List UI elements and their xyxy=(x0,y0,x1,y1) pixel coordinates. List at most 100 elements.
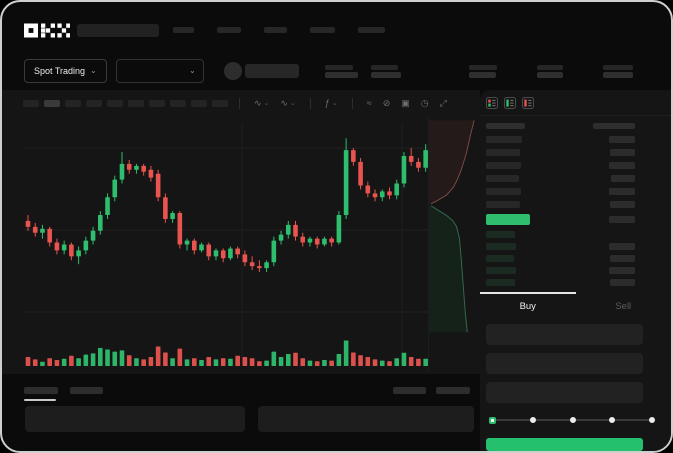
bid-price-bar xyxy=(486,278,515,286)
chart-style-icon[interactable]: ∿ ⌄ xyxy=(254,98,269,109)
submit-order-button[interactable] xyxy=(486,437,643,451)
stat-label-placeholder xyxy=(602,64,633,70)
ask-amount-bar xyxy=(609,188,635,195)
orderbook-bid-row[interactable] xyxy=(480,228,671,240)
amount-slider[interactable] xyxy=(489,416,655,425)
interval-button[interactable] xyxy=(128,99,144,107)
coin-avatar xyxy=(223,62,242,80)
candles-series xyxy=(25,138,428,273)
order-field[interactable] xyxy=(486,353,643,374)
bottom-action[interactable] xyxy=(436,386,470,394)
snapshot-icon[interactable]: ▣ xyxy=(401,98,410,109)
orderbook-ask-row[interactable] xyxy=(480,159,671,172)
interval-button[interactable] xyxy=(212,99,228,107)
search-box[interactable] xyxy=(77,23,159,37)
last-price-bar[interactable] xyxy=(486,214,530,225)
last-amount-bar xyxy=(609,216,635,223)
ticker-stats-primary xyxy=(324,64,401,78)
trade-column: Buy Sell xyxy=(480,90,671,451)
volume-series xyxy=(25,340,428,366)
okx-logo-glyph xyxy=(24,23,70,37)
interval-button[interactable] xyxy=(65,99,81,107)
toolbar-divider xyxy=(351,97,353,109)
okx-logo[interactable] xyxy=(24,23,70,38)
pair-dropdown[interactable]: ⌄ xyxy=(115,59,204,83)
orderbook-bid-row[interactable] xyxy=(480,240,671,252)
slider-stop[interactable] xyxy=(649,417,655,424)
slider-stop[interactable] xyxy=(609,417,616,424)
orderbook-bid-row[interactable] xyxy=(480,276,671,288)
book-combined-icon[interactable] xyxy=(486,97,498,109)
compare-icon[interactable]: ≈ xyxy=(367,98,372,108)
history-icon-glyph: ◷ xyxy=(420,97,429,108)
book-asks-icon[interactable] xyxy=(522,97,534,109)
orderbook-ask-row[interactable] xyxy=(480,172,671,185)
line-style-icon[interactable]: ∿ ⌄ xyxy=(280,98,295,109)
indicators-icon[interactable]: ƒ ⌄ xyxy=(325,98,338,108)
nav-item[interactable] xyxy=(310,27,335,33)
orderbook-bid-row[interactable] xyxy=(480,264,671,276)
bottom-tab[interactable] xyxy=(24,386,58,401)
nav-item[interactable] xyxy=(217,27,241,33)
history-icon[interactable]: ◷ xyxy=(421,98,429,109)
chart-panel: ∿ ⌄ ∿ ⌄ ƒ ⌄ ≈ ⊘ ▣ ◷ ⤢ xyxy=(2,90,480,374)
interval-button[interactable] xyxy=(23,99,39,107)
interval-button[interactable] xyxy=(191,99,207,107)
amount-column-header xyxy=(593,123,635,129)
tab-sell[interactable]: Sell xyxy=(615,301,632,312)
chevron-down-icon: ⌄ xyxy=(189,66,196,75)
fullscreen-icon[interactable]: ⤢ xyxy=(440,98,447,109)
bid-amount-bar xyxy=(610,278,635,286)
chart-grid xyxy=(23,124,428,366)
orders-panels xyxy=(2,406,480,432)
interval-button[interactable] xyxy=(170,99,186,107)
orderbook-bid-row[interactable] xyxy=(480,252,671,264)
book-bids-icon[interactable] xyxy=(504,97,516,109)
chart-style-icon-glyph: ∿ xyxy=(254,97,262,108)
trade-tabs: Buy Sell xyxy=(480,292,671,320)
interval-button[interactable] xyxy=(107,99,123,107)
nav-item[interactable] xyxy=(358,27,385,33)
slider-stop[interactable] xyxy=(569,417,576,424)
bottom-tab[interactable] xyxy=(70,386,103,394)
orderbook-ask-row[interactable] xyxy=(480,133,671,146)
order-form xyxy=(480,320,671,403)
order-field[interactable] xyxy=(486,382,643,403)
order-field[interactable] xyxy=(486,324,643,345)
tab-buy[interactable]: Buy xyxy=(480,292,576,320)
stat-label-placeholder xyxy=(536,64,563,70)
stat-value-placeholder xyxy=(370,71,401,78)
orderbook xyxy=(480,133,671,288)
ticker-stat xyxy=(602,64,633,78)
fullscreen-icon-glyph: ⤢ xyxy=(439,97,447,108)
ticker-stat xyxy=(324,64,358,78)
interval-button[interactable] xyxy=(149,99,165,107)
stat-value-placeholder xyxy=(602,71,633,78)
main-content: ∿ ⌄ ∿ ⌄ ƒ ⌄ ≈ ⊘ ▣ ◷ ⤢ xyxy=(2,90,671,451)
interval-button[interactable] xyxy=(44,99,60,107)
ticker-stat xyxy=(536,64,563,78)
slider-handle[interactable] xyxy=(489,416,496,424)
slider-stop[interactable] xyxy=(529,417,536,424)
candlestick-chart[interactable] xyxy=(23,116,428,372)
draw-icon[interactable]: ⊘ xyxy=(383,98,391,109)
bid-price-bar xyxy=(486,266,516,274)
orderbook-ask-row[interactable] xyxy=(480,146,671,159)
price-column-header xyxy=(486,123,525,129)
chevron-down-icon: ⌄ xyxy=(263,99,270,107)
price-chart[interactable] xyxy=(2,116,480,374)
nav-item[interactable] xyxy=(173,27,194,33)
chart-column: ∿ ⌄ ∿ ⌄ ƒ ⌄ ≈ ⊘ ▣ ◷ ⤢ xyxy=(2,90,480,451)
orderbook-ask-row[interactable] xyxy=(480,185,671,198)
nav-item[interactable] xyxy=(264,27,287,33)
stat-label-placeholder xyxy=(370,64,398,70)
ask-price-bar xyxy=(486,175,519,182)
draw-icon-glyph: ⊘ xyxy=(382,97,391,108)
orderbook-ask-row[interactable] xyxy=(480,198,671,211)
market-type-selector[interactable]: Spot Trading ⌄ xyxy=(24,59,107,83)
interval-button[interactable] xyxy=(86,99,102,107)
orderbook-view-toggles xyxy=(480,90,671,116)
bottom-action[interactable] xyxy=(393,386,426,394)
top-nav xyxy=(2,2,671,52)
line-style-icon-glyph: ∿ xyxy=(280,97,288,108)
